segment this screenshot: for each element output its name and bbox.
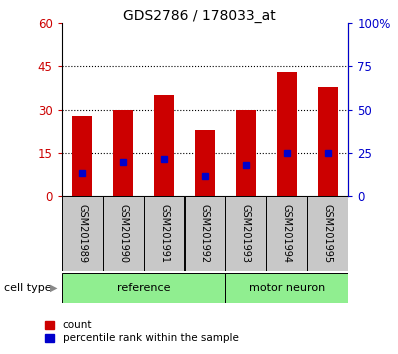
Bar	[103, 196, 144, 271]
Bar	[154, 95, 174, 196]
Text: cell type: cell type	[4, 282, 52, 293]
Bar	[195, 130, 215, 196]
Text: GSM201993: GSM201993	[241, 204, 251, 263]
Bar	[185, 196, 225, 271]
Text: motor neuron: motor neuron	[249, 282, 325, 293]
Bar	[236, 110, 256, 196]
Text: GSM201989: GSM201989	[77, 204, 87, 263]
Text: reference: reference	[117, 282, 170, 293]
Bar	[144, 196, 184, 271]
Text: GDS2786 / 178033_at: GDS2786 / 178033_at	[123, 9, 275, 23]
Text: ▶: ▶	[50, 282, 57, 293]
Text: GSM201990: GSM201990	[118, 204, 128, 263]
Legend: count, percentile rank within the sample: count, percentile rank within the sample	[45, 320, 238, 343]
Bar	[226, 196, 266, 271]
Bar	[277, 72, 297, 196]
Text: GSM201992: GSM201992	[200, 204, 210, 263]
Text: GSM201995: GSM201995	[323, 204, 333, 263]
Bar	[226, 273, 348, 303]
Bar	[266, 196, 307, 271]
Bar	[318, 87, 338, 196]
Text: GSM201991: GSM201991	[159, 204, 169, 263]
Bar	[62, 196, 103, 271]
Bar	[307, 196, 348, 271]
Text: GSM201994: GSM201994	[282, 204, 292, 263]
Bar	[62, 273, 225, 303]
Bar	[72, 115, 92, 196]
Bar	[113, 110, 133, 196]
